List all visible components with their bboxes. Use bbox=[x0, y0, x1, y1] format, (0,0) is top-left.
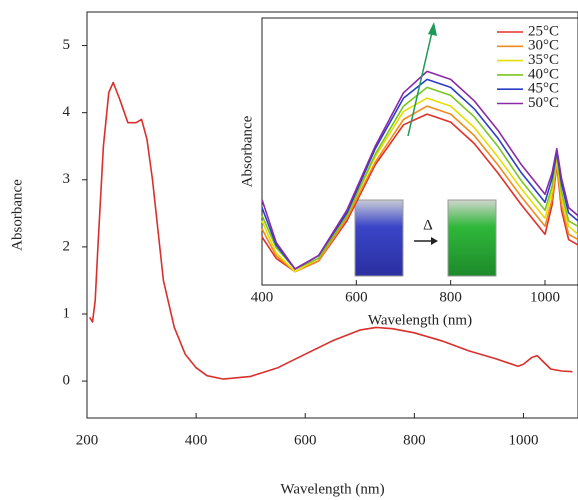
spectrum-line bbox=[89, 81, 573, 380]
series-line bbox=[261, 70, 578, 270]
legend-label: 30°C bbox=[528, 38, 559, 54]
y-tick-label: 5 bbox=[63, 37, 71, 53]
x-tick-label: 400 bbox=[251, 289, 274, 305]
heat-arrow-head bbox=[431, 237, 438, 245]
trend-arrow bbox=[407, 31, 433, 137]
legend-label: 50°C bbox=[528, 95, 559, 111]
x-tick-label: 400 bbox=[185, 432, 208, 448]
beaker-blue bbox=[354, 199, 404, 277]
x-axis-label: Wavelength (nm) bbox=[368, 312, 472, 328]
x-tick-label: 800 bbox=[403, 432, 426, 448]
y-tick-label: 3 bbox=[63, 171, 71, 187]
y-axis-label: Absorbance bbox=[9, 179, 25, 251]
y-tick-label: 1 bbox=[63, 305, 71, 321]
y-axis-label: Absorbance bbox=[239, 115, 255, 187]
x-axis-label: Wavelength (nm) bbox=[280, 481, 384, 497]
y-tick-label: 0 bbox=[63, 373, 71, 389]
annotation: Δ bbox=[423, 217, 433, 233]
trend-arrow-head bbox=[428, 22, 437, 36]
inset-chart: 400 600 800 1000 Wavelength (nm) Absorbance Δ 2… bbox=[239, 17, 578, 328]
x-tick-label: 1000 bbox=[508, 432, 538, 448]
x-tick-label: 600 bbox=[294, 432, 317, 448]
legend-label: 25°C bbox=[528, 23, 559, 39]
x-tick-label: 1000 bbox=[530, 289, 560, 305]
x-tick-label: 600 bbox=[345, 289, 368, 305]
beaker-green bbox=[447, 199, 497, 277]
legend-label: 45°C bbox=[528, 81, 559, 97]
x-tick-label: 800 bbox=[439, 289, 462, 305]
y-tick-label: 4 bbox=[63, 104, 71, 120]
legend-label: 40°C bbox=[528, 66, 559, 82]
x-tick-label: 200 bbox=[76, 432, 99, 448]
legend-label: 35°C bbox=[528, 52, 559, 68]
y-tick-label: 2 bbox=[63, 238, 71, 254]
